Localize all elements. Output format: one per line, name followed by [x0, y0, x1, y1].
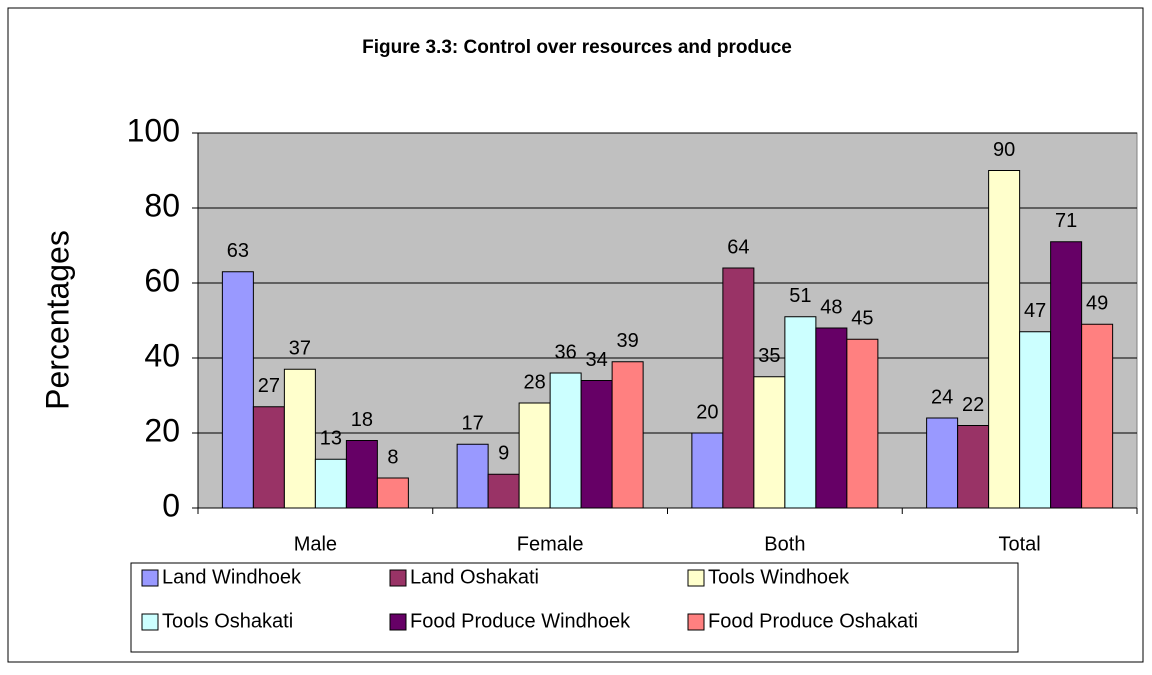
data-label: 47: [1024, 300, 1046, 322]
y-axis-label: Percentages: [39, 230, 75, 410]
x-tick-label: Female: [517, 533, 584, 555]
bar: [283, 368, 316, 509]
legend-box: [130, 562, 1019, 653]
bar: [314, 458, 347, 509]
y-tick-label: 0: [162, 487, 180, 523]
data-label: 71: [1055, 210, 1077, 232]
bar: [1050, 241, 1083, 509]
y-tick-label: 100: [127, 112, 180, 148]
data-label: 27: [258, 375, 280, 397]
legend-label: Food Produce Oshakati: [708, 610, 918, 632]
data-label: 17: [462, 413, 484, 435]
bar: [611, 361, 644, 509]
data-label: 18: [351, 409, 373, 431]
data-label: 24: [931, 386, 953, 408]
data-label: 63: [227, 240, 249, 262]
bar: [784, 316, 817, 509]
data-label: 34: [586, 349, 608, 371]
data-label: 36: [555, 341, 577, 363]
data-label: 90: [993, 139, 1015, 161]
bar: [345, 440, 378, 509]
x-tick-label: Total: [999, 533, 1041, 555]
data-label: 20: [696, 401, 718, 423]
y-tick-label: 60: [144, 262, 180, 298]
chart-title: Figure 3.3: Control over resources and p…: [362, 37, 792, 58]
legend-swatch: [687, 613, 705, 631]
bar: [846, 338, 879, 509]
bar: [988, 170, 1021, 509]
data-label: 48: [820, 296, 842, 318]
bar: [487, 473, 520, 509]
data-label: 45: [851, 308, 873, 330]
data-label: 35: [758, 345, 780, 367]
y-tick-label: 20: [144, 412, 180, 448]
legend-label: Tools Windhoek: [708, 566, 850, 588]
bar: [376, 477, 409, 509]
legend-swatch: [141, 613, 159, 631]
legend-swatch: [687, 569, 705, 587]
legend-label: Land Windhoek: [162, 566, 302, 588]
y-tick-label: 40: [144, 337, 180, 373]
legend-swatch: [389, 613, 407, 631]
bar: [1081, 323, 1114, 509]
data-label: 13: [320, 428, 342, 450]
legend-swatch: [389, 569, 407, 587]
bar: [580, 380, 613, 509]
data-label: 22: [962, 394, 984, 416]
legend-label: Tools Oshakati: [162, 610, 293, 632]
bar: [722, 267, 755, 509]
bar: [549, 372, 582, 509]
bar: [926, 417, 959, 509]
legend-label: Food Produce Windhoek: [410, 610, 631, 632]
bar: [1019, 331, 1052, 509]
bar: [221, 271, 254, 509]
bar: [753, 376, 786, 509]
data-label: 9: [498, 443, 509, 465]
bar: [456, 443, 489, 509]
y-tick-label: 80: [144, 187, 180, 223]
data-label: 39: [617, 330, 639, 352]
bar: [957, 425, 990, 509]
legend-label: Land Oshakati: [410, 566, 539, 588]
data-label: 8: [387, 446, 398, 468]
data-label: 49: [1086, 293, 1108, 315]
data-label: 37: [289, 338, 311, 360]
data-label: 28: [524, 371, 546, 393]
legend-swatch: [141, 569, 159, 587]
data-label: 64: [727, 236, 749, 258]
data-label: 51: [789, 285, 811, 307]
bar: [691, 432, 724, 509]
bar: [518, 402, 551, 509]
x-tick-label: Male: [294, 533, 337, 555]
bar: [252, 406, 285, 509]
bar: [815, 327, 848, 509]
x-tick-label: Both: [764, 533, 805, 555]
